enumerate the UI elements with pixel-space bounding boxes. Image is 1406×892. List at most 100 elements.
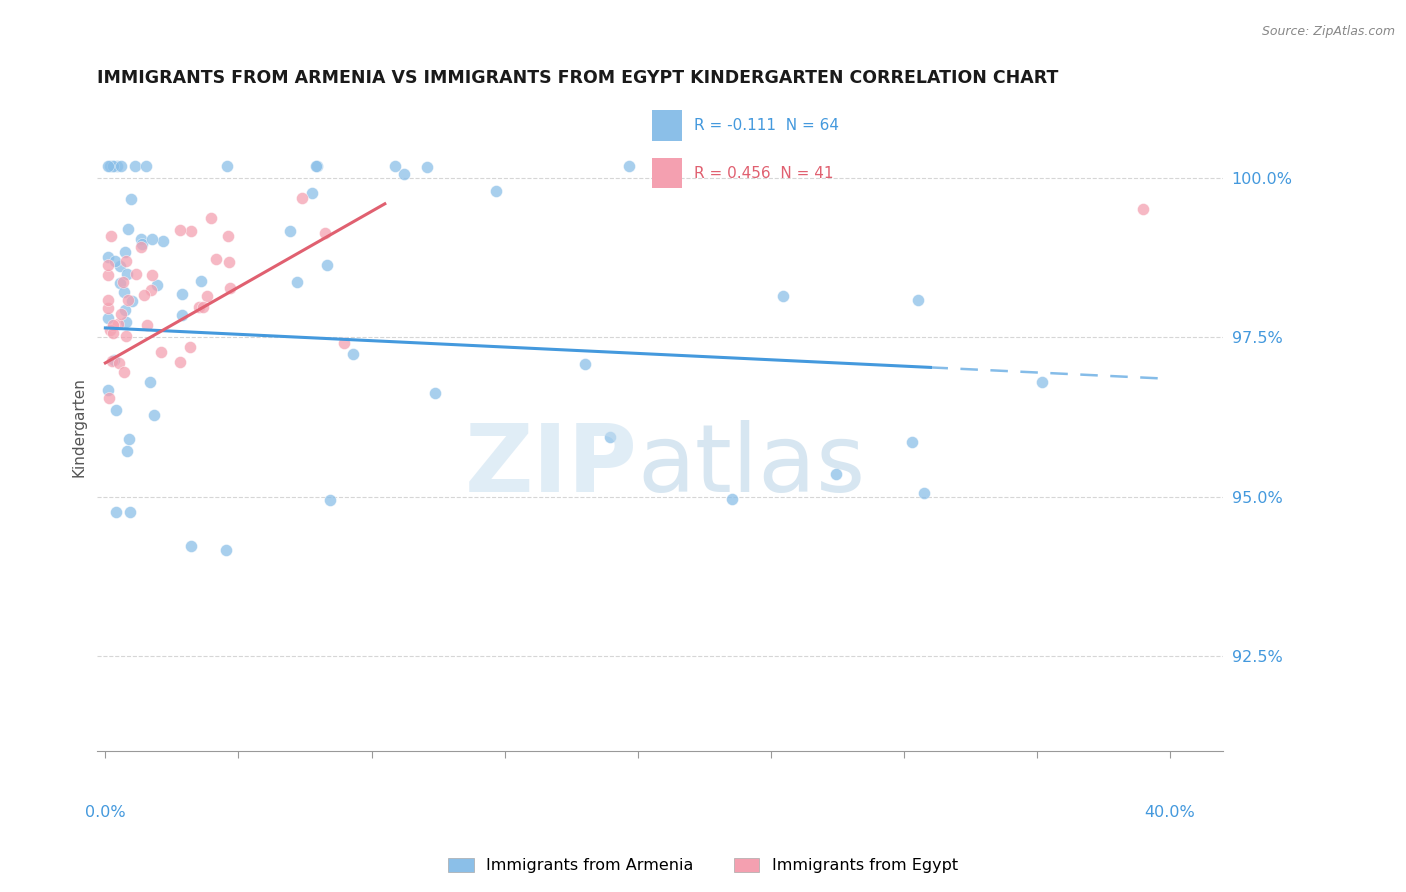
Point [278,224,301,238]
Point [110,307,132,321]
Point [111,275,134,289]
Point [205,252,228,266]
Point [97,159,120,173]
Point [97,383,120,397]
Point [314,226,336,240]
Point [188,301,211,315]
Bar [652,158,682,188]
Point [169,355,191,369]
Point [117,444,139,458]
Point [100,354,122,368]
Point [141,268,163,282]
Point [114,245,136,260]
Point [291,191,314,205]
Point [110,159,132,173]
Point [115,328,138,343]
Point [98,391,121,405]
Point [103,353,125,368]
Point [118,505,141,519]
Point [125,267,148,281]
Point [105,159,128,173]
Text: 0.0%: 0.0% [84,805,125,821]
Point [101,318,124,333]
Point [218,281,240,295]
Text: R = -0.111  N = 64: R = -0.111 N = 64 [695,119,839,133]
Point [900,435,922,450]
Point [115,268,138,282]
Point [101,326,124,340]
Point [384,159,406,173]
Point [98,323,121,337]
Point [342,347,364,361]
Point [617,159,640,173]
Point [117,222,139,236]
Point [1132,202,1154,216]
Point [190,274,212,288]
Point [146,278,169,293]
Y-axis label: Kindergarten: Kindergarten [72,376,86,476]
Point [907,293,929,308]
Text: R = 0.456  N = 41: R = 0.456 N = 41 [695,166,834,180]
Point [139,283,162,297]
Point [114,302,136,317]
Point [101,159,124,173]
Point [115,253,138,268]
Point [307,159,329,173]
Point [98,159,121,173]
Point [285,275,308,289]
Point [131,237,153,252]
Point [170,287,193,301]
Point [824,467,846,481]
Point [599,430,621,444]
Point [115,315,138,329]
Text: ZIP: ZIP [465,419,638,511]
Point [104,253,127,268]
Point [195,289,218,303]
Point [97,293,120,307]
Point [218,254,240,268]
Point [135,318,157,333]
Legend: Immigrants from Armenia, Immigrants from Egypt: Immigrants from Armenia, Immigrants from… [441,851,965,880]
Point [180,224,202,238]
Point [107,317,129,331]
Point [721,492,744,507]
Point [120,192,142,206]
Point [131,240,153,254]
Point [217,228,239,243]
Point [135,159,157,173]
Point [172,309,194,323]
Point [912,485,935,500]
Point [134,288,156,302]
Point [105,403,128,417]
Text: Source: ZipAtlas.com: Source: ZipAtlas.com [1261,25,1395,38]
Point [316,258,339,272]
Point [1031,375,1053,389]
Point [301,186,323,200]
Text: atlas: atlas [638,419,866,511]
Point [141,232,163,246]
Point [97,268,120,282]
Point [193,300,215,314]
Bar [652,111,682,141]
Point [485,185,508,199]
Point [574,357,596,371]
Point [97,310,120,325]
Point [108,259,131,273]
Point [149,344,172,359]
Point [217,159,239,173]
Point [121,294,143,309]
Point [142,409,165,423]
Text: IMMIGRANTS FROM ARMENIA VS IMMIGRANTS FROM EGYPT KINDERGARTEN CORRELATION CHART: IMMIGRANTS FROM ARMENIA VS IMMIGRANTS FR… [97,69,1059,87]
Point [333,335,356,350]
Point [112,365,135,379]
Point [305,159,328,173]
Point [107,356,129,370]
Point [101,159,124,173]
Point [97,250,120,264]
Point [179,340,201,354]
Point [392,167,415,181]
Point [129,232,152,246]
Point [772,289,794,303]
Point [118,432,141,446]
Point [169,223,191,237]
